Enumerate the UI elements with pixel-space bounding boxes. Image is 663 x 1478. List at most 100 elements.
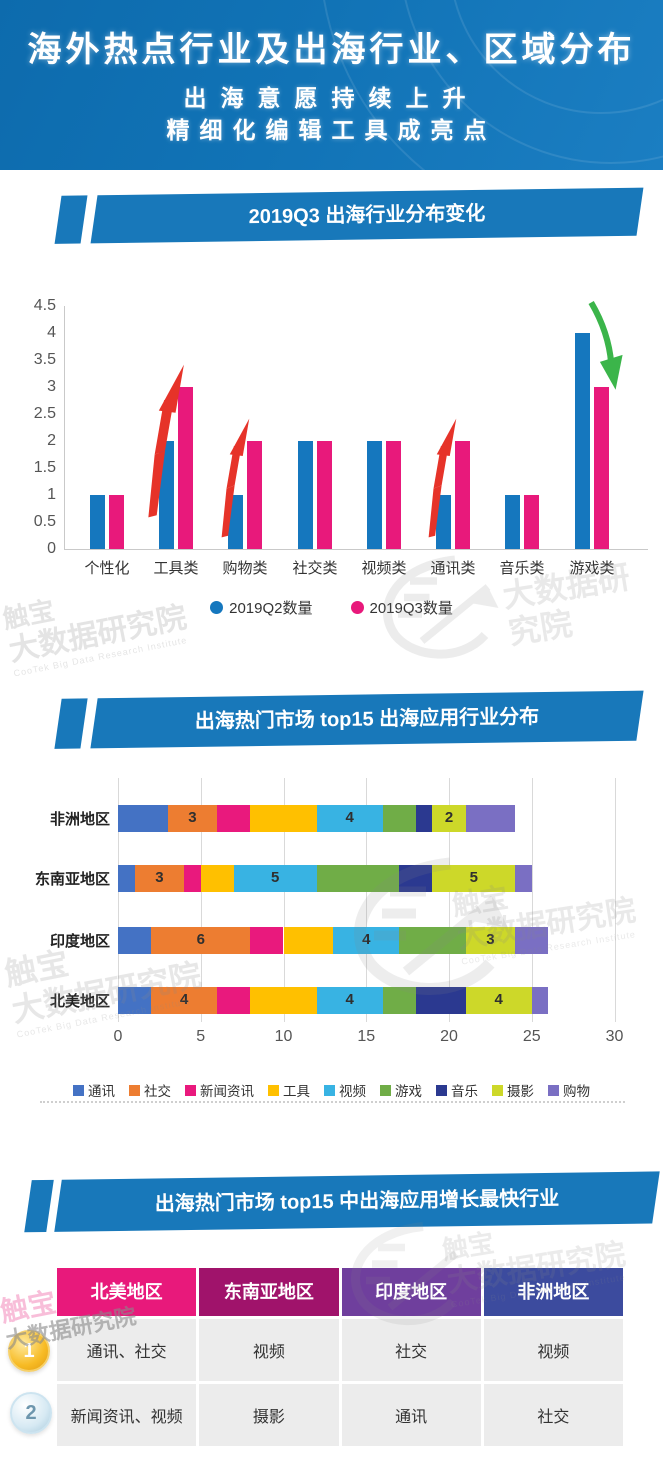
legend-swatch-icon [185,1084,196,1096]
bar-2019q3-通讯类 [455,441,470,549]
bar-2019q2-音乐类 [505,495,520,549]
bar-2019q3-社交类 [317,441,332,549]
legend-item: 通讯 [73,1080,115,1100]
legend-swatch-icon [436,1084,447,1096]
table-cell-rank2: 通讯 [341,1384,481,1446]
x-axis-tick: 0 [113,1028,123,1045]
table-cell-rank1: 视频 [483,1319,623,1381]
legend-swatch-icon [268,1084,279,1096]
segment-通讯-北美地区 [118,986,152,1014]
rank-1-number: 1 [23,1339,35,1362]
page-header: 海外热点行业及出海行业、区域分布 出海意愿持续上升 精细化编辑工具成亮点 [0,0,663,170]
chart-industry-legend: 2019Q2数量 2019Q3数量 [0,597,663,618]
segment-游戏-印度地区 [399,926,466,954]
segment-value: 6 [196,931,205,948]
rank-2-number: 2 [25,1401,37,1424]
bar-2019q2-视频类 [367,441,382,549]
segment-工具-北美地区 [250,986,317,1014]
x-gridline [283,778,285,1022]
bar-2019q2-个性化 [90,495,105,549]
decline-down-arrow-icon [588,300,623,390]
section-divider [40,1101,625,1103]
legend-label: 通讯 [88,1084,115,1099]
legend-swatch-icon [548,1084,559,1096]
segment-value: 4 [362,931,371,948]
table-cell-rank1: 视频 [199,1319,339,1381]
x-axis-category: 个性化 [84,560,130,577]
segment-音乐-非洲地区 [415,804,433,832]
x-axis-category: 社交类 [292,560,338,577]
segment-新闻资讯-东南亚地区 [184,864,201,892]
legend-item: 2019Q2数量 [210,597,313,618]
segment-视频-东南亚地区 [233,864,317,892]
segment-摄影-东南亚地区 [432,864,516,892]
legend-item: 摄影 [492,1080,534,1100]
table-cell-rank2: 摄影 [199,1384,339,1446]
bar-2019q3-个性化 [109,495,124,549]
legend-item: 社交 [129,1080,171,1100]
segment-新闻资讯-非洲地区 [217,804,251,832]
watermark-logo-icon [354,857,508,995]
banner-body: 2019Q3 出海行业分布变化 [90,187,644,244]
legend-swatch-icon [380,1084,391,1096]
legend-swatch-icon [73,1084,84,1096]
banner-stripe [24,1179,54,1233]
segment-摄影-非洲地区 [432,804,466,832]
section1-title: 2019Q3 出海行业分布变化 [248,202,486,229]
table-cell-rank2: 新闻资讯、视频 [57,1384,197,1446]
legend-label: 摄影 [507,1084,534,1099]
legend-swatch-icon [324,1084,335,1096]
segment-value: 3 [155,869,164,886]
segment-游戏-北美地区 [382,986,416,1014]
segment-工具-非洲地区 [250,804,317,832]
legend-item: 2019Q3数量 [350,597,453,618]
legend-label: 视频 [339,1084,366,1099]
banner-stripe [54,698,88,749]
growth-up-arrow-icon [148,364,184,518]
y-axis-tick: 4 [47,324,56,341]
table-header-北美地区: 北美地区 [57,1268,197,1316]
segment-社交-东南亚地区 [134,864,185,892]
legend-label: 2019Q2数量 [229,600,313,617]
legend-swatch-icon [129,1084,140,1096]
x-axis-tick: 20 [440,1028,458,1045]
y-axis-tick: 3.5 [33,351,56,368]
x-axis-tick: 5 [196,1028,206,1045]
watermark-logo-icon [383,555,499,659]
legend-dot-icon [350,601,364,614]
x-axis-category: 购物类 [222,560,268,577]
legend-label: 社交 [144,1084,171,1099]
x-gridline [366,778,368,1022]
section3-banner: 出海热门市场 top15 中出海应用增长最快行业 [0,1171,663,1233]
region-label: 北美地区 [49,993,110,1010]
x-gridline [449,778,450,1022]
table-cell-rank1: 社交 [341,1319,481,1381]
x-axis-tick: 10 [274,1028,293,1045]
section2-title: 出海热门市场 top15 出海应用行业分布 [194,706,540,733]
table-header-东南亚地区: 东南亚地区 [199,1268,339,1316]
segment-value: 3 [486,931,495,948]
chart-region-distribution: 0 5 10 15 20 25 30 非洲地区 3 4 2 东南亚地区 3 5 5 印度地区 6 4 3 北美地区 4 4… [0,770,663,1060]
legend-item: 游戏 [380,1080,422,1100]
table-header-非洲地区: 非洲地区 [483,1268,623,1316]
rank-1-medal-icon: 1 [8,1330,50,1372]
segment-工具-东南亚地区 [200,864,234,892]
segment-value: 4 [494,991,503,1008]
y-axis-tick: 0.5 [33,513,56,530]
region-label: 非洲地区 [49,811,110,828]
segment-value: 5 [469,869,478,886]
x-axis-category: 视频类 [361,560,407,577]
section2-banner: 出海热门市场 top15 出海应用行业分布 [0,690,663,749]
y-axis-tick: 3 [47,378,56,395]
segment-社交-非洲地区 [167,804,218,832]
x-axis-tick: 30 [605,1028,624,1045]
y-axis-tick: 1 [47,486,56,503]
bar-2019q3-视频类 [386,441,401,549]
y-axis-tick: 1.5 [33,459,56,476]
y-axis-tick: 2 [47,432,56,449]
segment-购物-印度地区 [515,926,549,954]
legend-item: 工具 [268,1080,310,1100]
segment-通讯-印度地区 [118,926,152,954]
x-axis-tick: 15 [357,1028,376,1045]
segment-value: 4 [345,809,354,826]
